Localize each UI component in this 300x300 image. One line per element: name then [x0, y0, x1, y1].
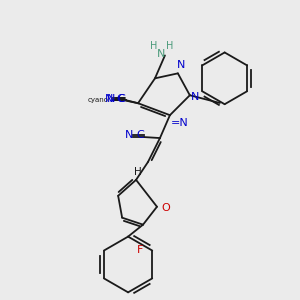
- Text: N: N: [190, 92, 199, 102]
- Text: H: H: [150, 41, 158, 52]
- Text: =N: =N: [171, 118, 189, 128]
- Text: C: C: [116, 94, 124, 104]
- Text: C: C: [117, 94, 125, 104]
- Text: N: N: [157, 50, 165, 59]
- Text: H: H: [166, 41, 174, 52]
- Text: cyano: cyano: [88, 97, 109, 103]
- Text: N: N: [177, 60, 185, 70]
- Text: N: N: [107, 94, 116, 104]
- Text: C: C: [136, 130, 144, 140]
- Text: H: H: [134, 167, 142, 177]
- Text: F: F: [137, 244, 143, 254]
- Text: N: N: [125, 130, 133, 140]
- Text: O: O: [162, 203, 170, 213]
- Text: N: N: [105, 94, 113, 104]
